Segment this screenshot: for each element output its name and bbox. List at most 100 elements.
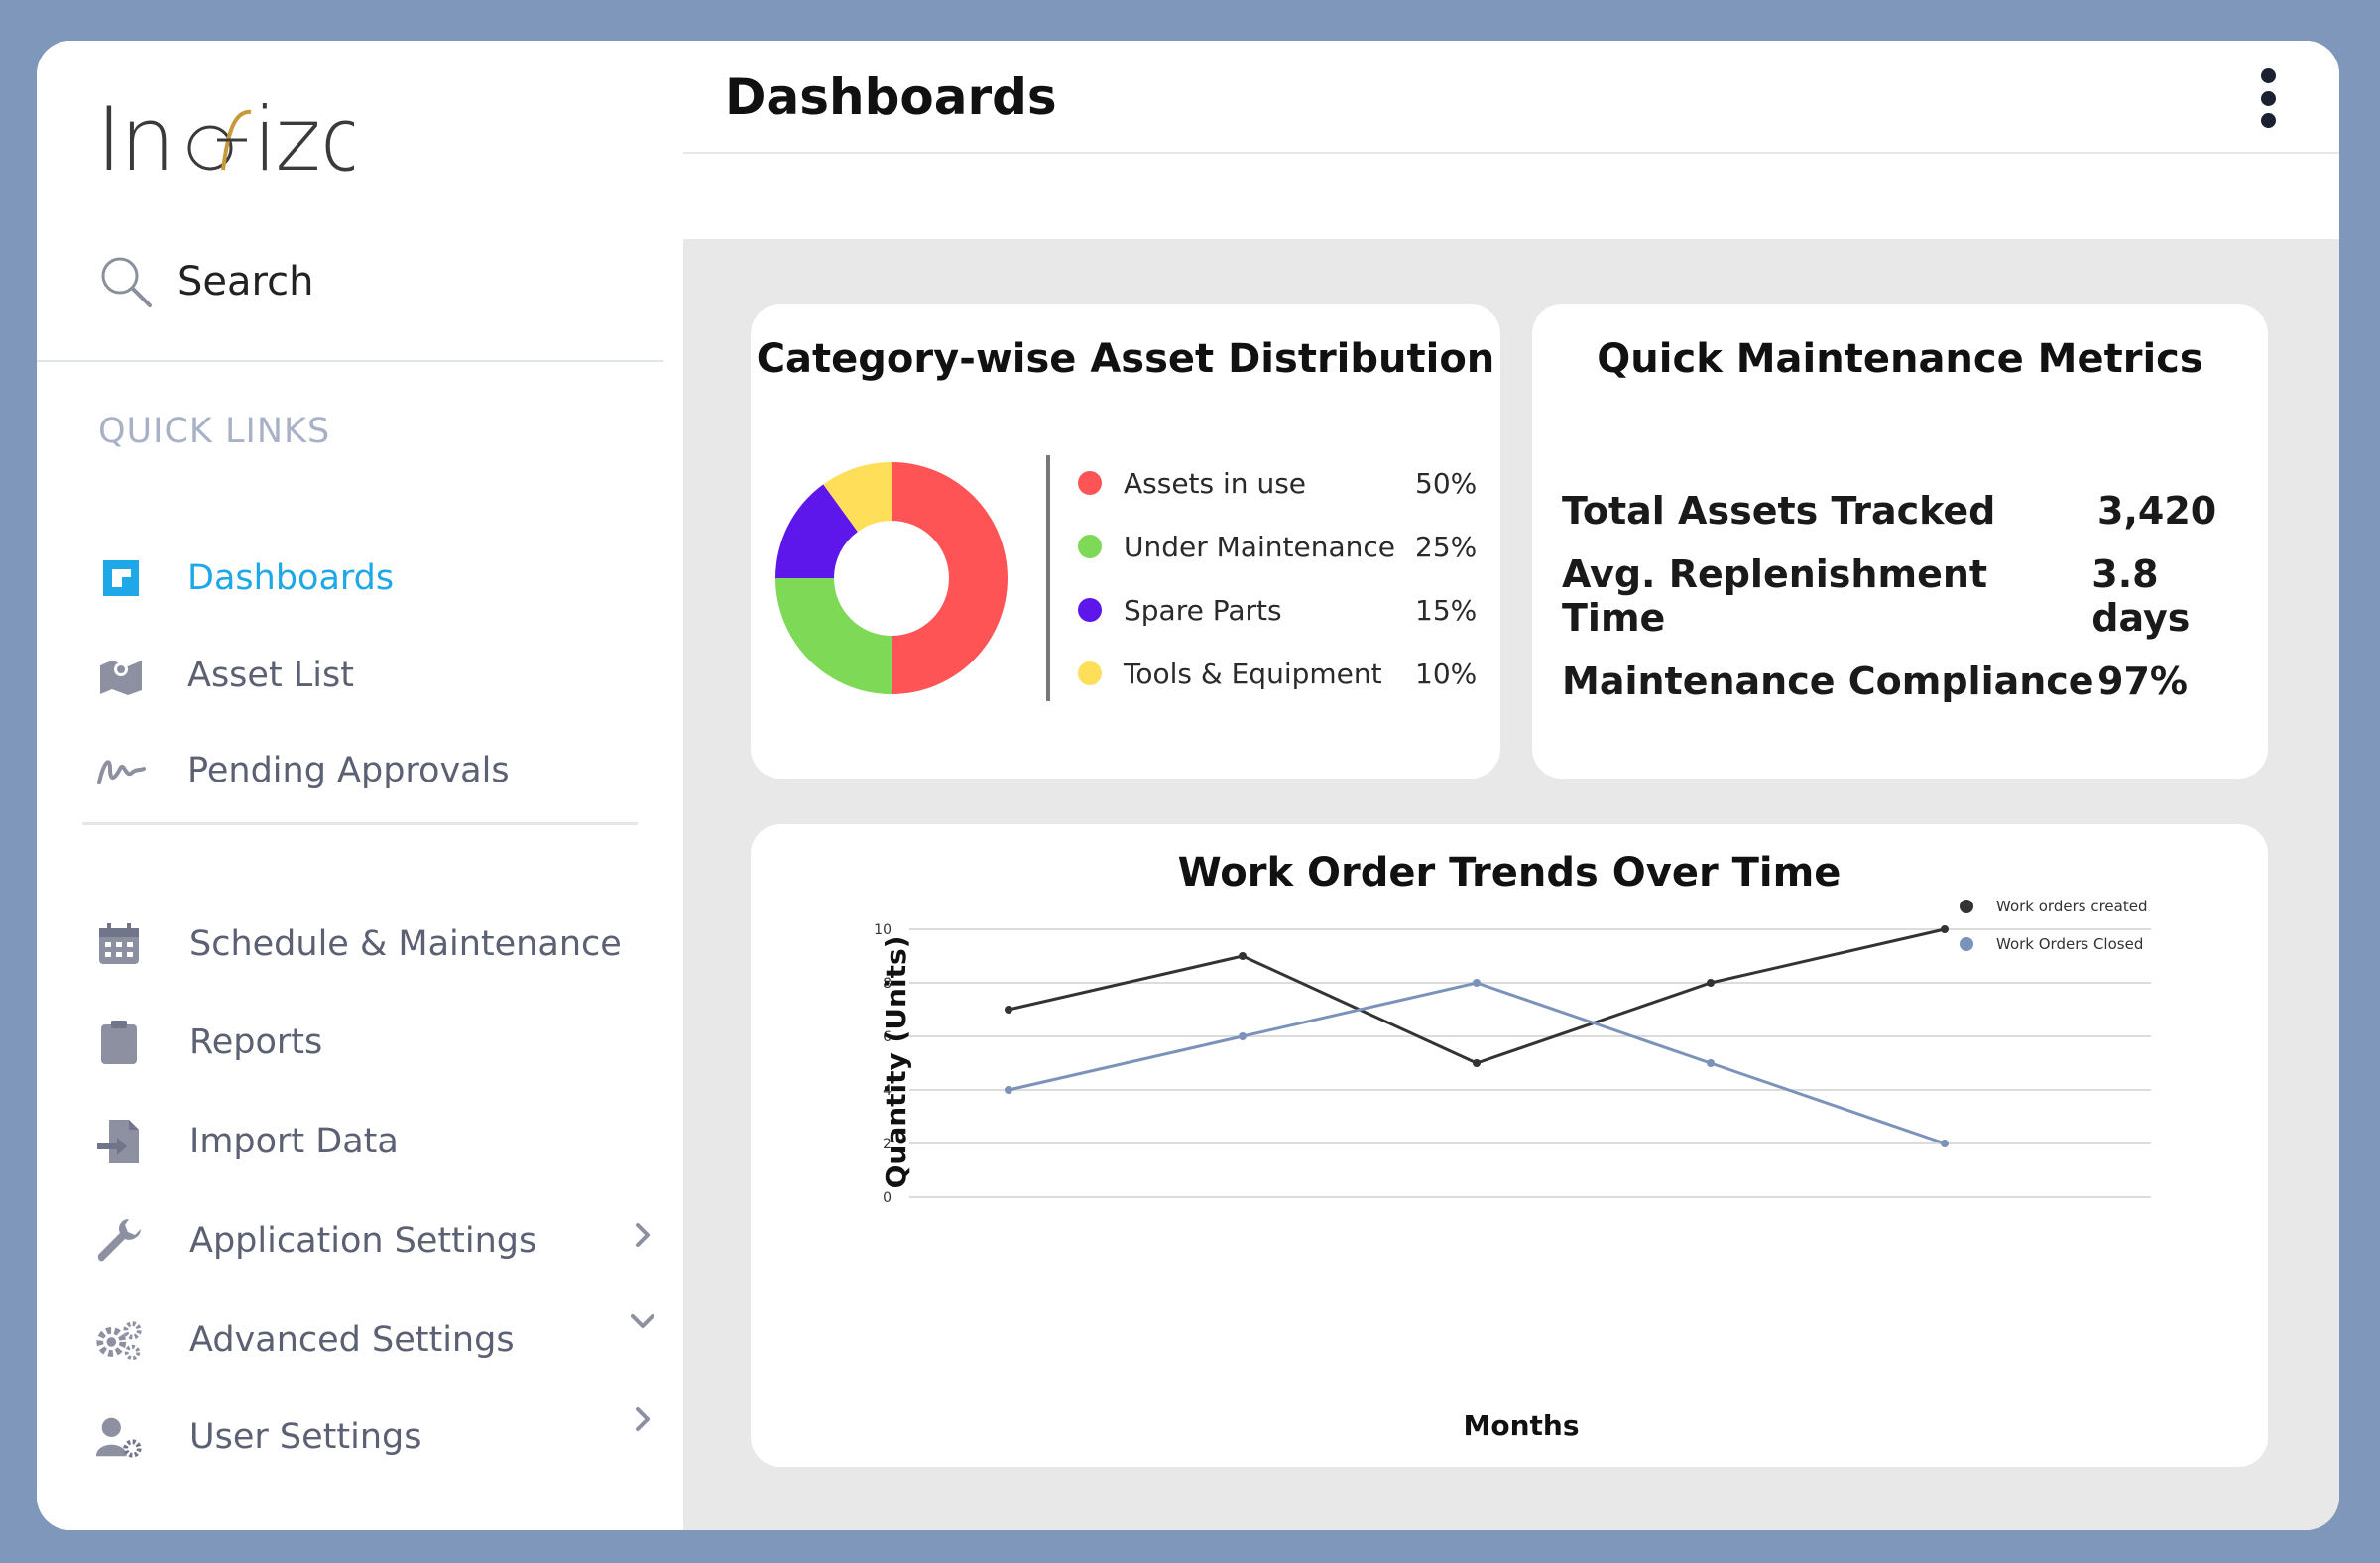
data-point bbox=[1941, 925, 1949, 933]
sidebar-item-reports[interactable]: Reports bbox=[94, 1013, 322, 1072]
legend-dot bbox=[1078, 535, 1102, 558]
y-tick-label: 10 bbox=[874, 922, 892, 938]
sidebar: In izo Search QUICK LINKS Dashboards bbox=[37, 41, 683, 1530]
page-title: Dashboards bbox=[725, 68, 1057, 126]
data-point bbox=[1707, 979, 1715, 987]
legend-percent: 10% bbox=[1415, 657, 1478, 690]
data-point bbox=[1473, 979, 1481, 987]
sidebar-item-advanced-settings[interactable]: Advanced Settings bbox=[94, 1310, 515, 1370]
metric-row: Maintenance Compliance 97% bbox=[1562, 652, 2188, 711]
legend-percent: 50% bbox=[1415, 466, 1478, 500]
search-icon bbox=[101, 257, 152, 307]
sidebar-item-label: Schedule & Maintenance bbox=[189, 924, 622, 964]
sidebar-item-pending-approvals[interactable]: Pending Approvals bbox=[96, 741, 510, 800]
metric-value: 3,420 bbox=[2097, 489, 2217, 533]
metric-row: Total Assets Tracked 3,420 bbox=[1562, 481, 2216, 541]
metric-label: Total Assets Tracked bbox=[1562, 489, 1996, 533]
sidebar-item-asset-list[interactable]: Asset List bbox=[96, 646, 354, 705]
legend-dot bbox=[1078, 661, 1102, 685]
metric-value: 3.8 days bbox=[2091, 552, 2191, 640]
y-tick-label: 6 bbox=[883, 1029, 892, 1045]
data-point bbox=[1005, 1006, 1012, 1014]
sidebar-item-label: Import Data bbox=[189, 1122, 399, 1161]
y-tick-label: 2 bbox=[883, 1137, 892, 1152]
sidebar-item-label: Dashboards bbox=[187, 558, 395, 598]
donut-slice bbox=[892, 462, 1008, 694]
legend-dot bbox=[1078, 471, 1102, 495]
brand-logo[interactable]: In izo bbox=[96, 88, 372, 197]
metric-row: Avg. Replenishment Time 3.8 days bbox=[1562, 552, 2268, 640]
legend-label: Work Orders Closed bbox=[1996, 935, 2143, 953]
series-line bbox=[1008, 927, 1946, 1065]
page-header: Dashboards bbox=[683, 41, 2339, 154]
donut-slice bbox=[823, 462, 892, 533]
legend-divider bbox=[1046, 455, 1050, 701]
gears-icon bbox=[94, 1315, 144, 1365]
clipboard-icon bbox=[94, 1018, 144, 1067]
map-icon bbox=[96, 651, 146, 700]
legend-label: Assets in use bbox=[1124, 466, 1307, 500]
y-tick-label: 4 bbox=[883, 1083, 892, 1099]
metric-label: Avg. Replenishment Time bbox=[1562, 552, 1988, 640]
signature-icon bbox=[96, 746, 146, 795]
sidebar-item-dashboards[interactable]: Dashboards bbox=[96, 548, 394, 608]
sidebar-divider bbox=[82, 822, 638, 825]
legend-item: Tools & Equipment 10% bbox=[1078, 654, 1478, 693]
data-point bbox=[1941, 1140, 1949, 1147]
sidebar-item-import-data[interactable]: Import Data bbox=[94, 1112, 399, 1171]
sidebar-divider bbox=[37, 360, 663, 362]
chevron-right-icon[interactable] bbox=[628, 1220, 657, 1250]
user-gear-icon bbox=[94, 1412, 144, 1462]
donut-slice bbox=[775, 578, 892, 694]
wrench-icon bbox=[94, 1216, 144, 1265]
legend-percent: 15% bbox=[1415, 593, 1478, 627]
legend-label: Work orders created bbox=[1996, 898, 2147, 915]
asset-distribution-card: Category-wise Asset Distribution Assets … bbox=[751, 304, 1500, 779]
legend-item: Under Maintenance 25% bbox=[1078, 527, 1478, 566]
kebab-menu-icon[interactable] bbox=[2256, 68, 2280, 128]
metric-label: Maintenance Compliance bbox=[1562, 660, 2094, 703]
svg-text:izo: izo bbox=[253, 88, 354, 190]
data-point bbox=[1707, 1059, 1715, 1067]
sidebar-item-user-settings[interactable]: User Settings bbox=[94, 1407, 421, 1467]
y-tick-label: 8 bbox=[883, 976, 892, 992]
chevron-down-icon[interactable] bbox=[628, 1306, 657, 1336]
data-point bbox=[1239, 952, 1247, 960]
import-icon bbox=[94, 1117, 144, 1166]
donut-slice bbox=[775, 484, 858, 578]
main-content: Dashboards Category-wise Asset Distribut… bbox=[683, 41, 2339, 1530]
sidebar-item-label: Application Settings bbox=[189, 1221, 537, 1261]
data-point bbox=[1473, 1059, 1481, 1067]
sidebar-item-label: User Settings bbox=[189, 1417, 422, 1457]
donut-chart bbox=[775, 462, 1008, 694]
legend-dot bbox=[1078, 598, 1102, 622]
line-chart: 0 2 4 6 8 10 Months Quantity (Units) Work orders… bbox=[874, 898, 2151, 1442]
legend-item: Spare Parts 15% bbox=[1078, 590, 1478, 630]
calendar-icon bbox=[94, 919, 144, 969]
sidebar-item-label: Asset List bbox=[187, 656, 354, 695]
card-title: Quick Maintenance Metrics bbox=[1597, 336, 2203, 382]
y-tick-label: 0 bbox=[883, 1190, 892, 1206]
search-box[interactable]: Search bbox=[96, 247, 313, 316]
legend-label: Spare Parts bbox=[1124, 593, 1282, 627]
quick-links-title: QUICK LINKS bbox=[98, 412, 331, 451]
data-point bbox=[1239, 1032, 1247, 1040]
search-label: Search bbox=[178, 259, 314, 304]
chevron-right-icon[interactable] bbox=[628, 1404, 657, 1434]
app-window: In izo Search QUICK LINKS Dashboards bbox=[37, 41, 2339, 1530]
sidebar-item-label: Reports bbox=[189, 1022, 323, 1062]
x-axis-label: Months bbox=[1463, 1409, 1579, 1442]
legend-percent: 25% bbox=[1415, 530, 1478, 563]
maintenance-metrics-card: Quick Maintenance Metrics Total Assets T… bbox=[1532, 304, 2268, 779]
sidebar-item-label: Advanced Settings bbox=[189, 1320, 515, 1360]
legend-marker bbox=[1960, 900, 1973, 913]
metric-value: 97% bbox=[2097, 660, 2188, 703]
work-order-trends-card: Work Order Trends Over Time 0 2 4 6 8 10 Month… bbox=[751, 824, 2268, 1467]
sidebar-item-application-settings[interactable]: Application Settings bbox=[94, 1211, 536, 1270]
page-subheader bbox=[683, 154, 2339, 239]
y-axis-label: Quantity (Units) bbox=[880, 936, 912, 1189]
sidebar-item-schedule-maintenance[interactable]: Schedule & Maintenance bbox=[94, 914, 622, 974]
dashboard-icon bbox=[96, 553, 146, 603]
legend-marker bbox=[1960, 937, 1973, 951]
legend-label: Tools & Equipment bbox=[1124, 657, 1382, 690]
